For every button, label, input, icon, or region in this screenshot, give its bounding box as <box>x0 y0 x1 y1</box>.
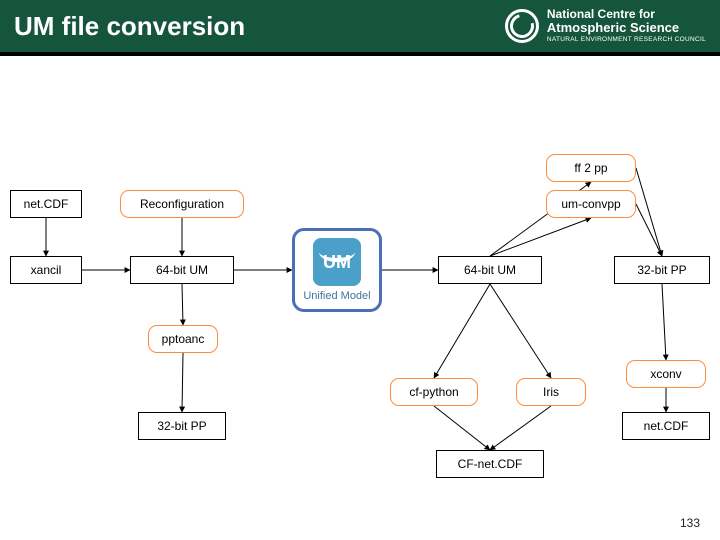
edge-cfpython-cfnetcdf <box>434 406 490 450</box>
node-reconfig: Reconfiguration <box>120 190 244 218</box>
node-um64_left: 64-bit UM <box>130 256 234 284</box>
edge-um64_right-cfpython <box>434 284 490 378</box>
unified-model-box: UM Unified Model <box>292 228 382 312</box>
edge-iris-cfnetcdf <box>490 406 551 450</box>
ncas-logo: National Centre for Atmospheric Science … <box>505 8 706 43</box>
edge-pptoanc-pp32_left <box>182 353 183 412</box>
header: UM file conversion National Centre for A… <box>0 0 720 56</box>
unified-model-icon: UM <box>313 238 361 286</box>
node-netcdf_right: net.CDF <box>622 412 710 440</box>
unified-model-label: Unified Model <box>303 290 370 302</box>
node-pptoanc: pptoanc <box>148 325 218 353</box>
node-cfpython: cf-python <box>390 378 478 406</box>
edge-umconvpp-pp32_right <box>636 204 662 256</box>
edge-um64_left-pptoanc <box>182 284 183 325</box>
node-cfnetcdf: CF-net.CDF <box>436 450 544 478</box>
page-title: UM file conversion <box>14 11 245 42</box>
edge-um64_right-umconvpp <box>490 218 591 256</box>
ncas-logo-text: National Centre for Atmospheric Science … <box>547 8 706 43</box>
node-netcdf_left: net.CDF <box>10 190 82 218</box>
logo-line-2: Atmospheric Science <box>547 21 706 35</box>
node-umconvpp: um-convpp <box>546 190 636 218</box>
node-pp32_right: 32-bit PP <box>614 256 710 284</box>
ncas-logo-icon <box>505 9 539 43</box>
edge-ff2pp-pp32_right <box>636 168 662 256</box>
edge-um64_right-iris <box>490 284 551 378</box>
node-pp32_left: 32-bit PP <box>138 412 226 440</box>
logo-subline: NATURAL ENVIRONMENT RESEARCH COUNCIL <box>547 37 706 44</box>
canvas: { "header": { "title": "UM file conversi… <box>0 0 720 540</box>
edge-pp32_right-xconv <box>662 284 666 360</box>
page-number: 133 <box>680 516 700 530</box>
node-xancil: xancil <box>10 256 82 284</box>
node-ff2pp: ff 2 pp <box>546 154 636 182</box>
node-iris: Iris <box>516 378 586 406</box>
node-um64_right: 64-bit UM <box>438 256 542 284</box>
node-xconv: xconv <box>626 360 706 388</box>
